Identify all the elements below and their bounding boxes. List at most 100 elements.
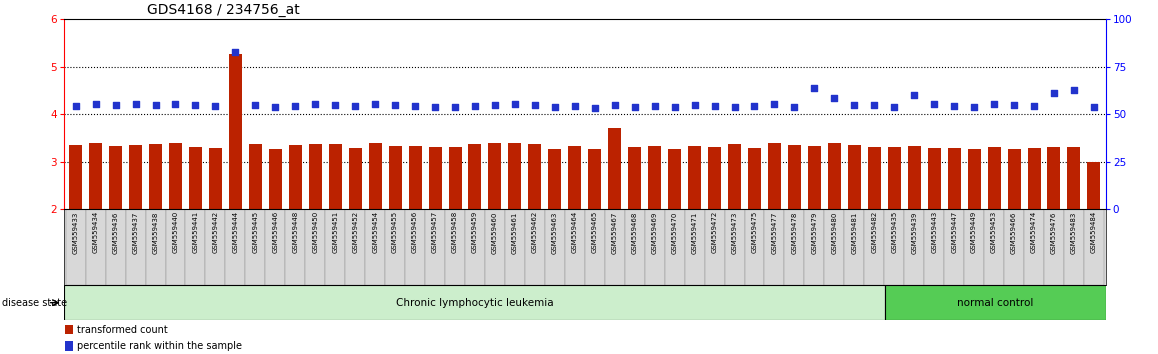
Text: GSM559471: GSM559471 (691, 211, 697, 253)
Bar (265, 209, 285, 285)
Text: GSM559458: GSM559458 (452, 211, 459, 253)
Bar (365, 209, 386, 285)
Point (325, 102, 344, 108)
Point (565, 103, 584, 108)
Bar (886, 285, 1106, 320)
Text: GSM559455: GSM559455 (393, 211, 398, 253)
Text: GSM559434: GSM559434 (93, 211, 98, 253)
Bar (665, 209, 684, 285)
Text: GSM559437: GSM559437 (132, 211, 139, 253)
Text: GSM559459: GSM559459 (472, 211, 478, 253)
Text: GSM559466: GSM559466 (1011, 211, 1017, 253)
Bar (624, 209, 645, 285)
Point (645, 103, 664, 108)
Bar (425, 209, 445, 285)
Bar (924, 209, 944, 285)
Bar (528, 143, 541, 209)
Bar (608, 129, 621, 209)
Bar (208, 148, 222, 209)
Bar (728, 143, 741, 209)
Point (945, 103, 963, 108)
Bar (288, 145, 302, 209)
Bar (485, 209, 505, 285)
Bar (805, 209, 824, 285)
Text: GSM559453: GSM559453 (991, 211, 997, 253)
Point (107, 102, 125, 108)
Bar (1027, 148, 1041, 209)
Text: GSM559484: GSM559484 (1091, 211, 1097, 253)
Point (1085, 104, 1104, 110)
Point (366, 101, 384, 107)
Point (186, 102, 205, 108)
Text: GSM559476: GSM559476 (1051, 211, 1057, 253)
Text: Chronic lymphocytic leukemia: Chronic lymphocytic leukemia (396, 298, 554, 308)
Bar (269, 149, 281, 209)
Point (705, 103, 724, 108)
Text: GSM559454: GSM559454 (372, 211, 379, 253)
Text: transformed count: transformed count (76, 325, 168, 335)
Point (526, 102, 544, 108)
Bar (867, 147, 881, 209)
Point (126, 101, 145, 107)
Point (805, 85, 823, 91)
Bar (824, 209, 844, 285)
Bar (988, 147, 1001, 209)
Bar (885, 209, 904, 285)
Point (87, 101, 105, 107)
Text: percentile rank within the sample: percentile rank within the sample (76, 341, 242, 351)
Bar (684, 209, 704, 285)
Point (506, 101, 525, 107)
Bar (944, 209, 965, 285)
Bar (844, 209, 864, 285)
Point (386, 102, 404, 108)
Point (1005, 102, 1024, 108)
Bar (1087, 162, 1100, 209)
Text: GSM559478: GSM559478 (791, 211, 798, 253)
Point (226, 49, 244, 55)
Bar (604, 209, 624, 285)
Bar (787, 145, 801, 209)
Point (1064, 87, 1083, 92)
Text: GSM559467: GSM559467 (611, 211, 617, 253)
Text: disease state: disease state (2, 298, 67, 308)
Bar (66, 209, 86, 285)
Point (466, 103, 484, 108)
Bar (166, 209, 185, 285)
Point (925, 101, 944, 107)
Text: GSM559456: GSM559456 (412, 211, 418, 253)
Text: GSM559449: GSM559449 (972, 211, 977, 253)
Bar (864, 209, 885, 285)
Text: GSM559451: GSM559451 (332, 211, 338, 253)
Point (485, 102, 504, 108)
Text: GSM559450: GSM559450 (313, 211, 318, 253)
Bar (545, 209, 565, 285)
Bar (86, 209, 105, 285)
Text: normal control: normal control (958, 298, 1034, 308)
Bar (784, 209, 805, 285)
Text: GSM559473: GSM559473 (732, 211, 738, 253)
Text: GSM559460: GSM559460 (492, 211, 498, 253)
Text: GSM559444: GSM559444 (233, 211, 239, 253)
Point (666, 104, 684, 110)
Text: GDS4168 / 234756_at: GDS4168 / 234756_at (147, 3, 300, 17)
Point (346, 103, 365, 108)
Text: GSM559436: GSM559436 (112, 211, 118, 253)
Bar (306, 209, 325, 285)
Point (167, 101, 185, 107)
Bar (748, 148, 761, 209)
Bar (345, 209, 365, 285)
Point (446, 104, 464, 110)
Bar (1068, 147, 1080, 209)
Bar (565, 209, 585, 285)
Text: GSM559481: GSM559481 (851, 211, 857, 253)
Point (765, 101, 784, 107)
Bar (768, 143, 780, 209)
Point (1025, 103, 1043, 108)
Bar (245, 209, 265, 285)
Bar (704, 209, 725, 285)
Point (845, 102, 864, 108)
Text: GSM559446: GSM559446 (272, 211, 278, 253)
Bar (588, 149, 601, 209)
Bar (389, 146, 402, 209)
Bar (947, 148, 961, 209)
